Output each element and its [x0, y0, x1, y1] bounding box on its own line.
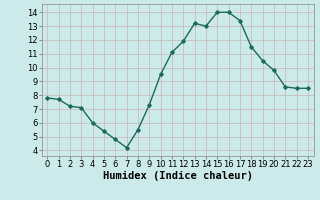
- X-axis label: Humidex (Indice chaleur): Humidex (Indice chaleur): [103, 171, 252, 181]
